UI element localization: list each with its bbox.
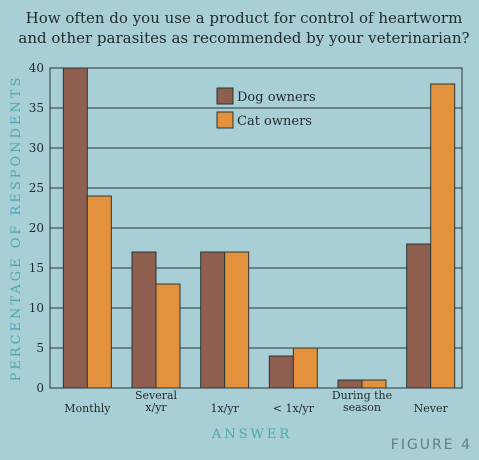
y-tick-label: 35 — [29, 101, 44, 115]
y-tick-label: 10 — [29, 301, 44, 315]
gridlines — [50, 67, 462, 389]
y-axis-label: PERCENTAGE OF RESPONDENTS — [9, 75, 24, 382]
legend-swatch — [216, 87, 234, 105]
x-category-label: Several — [135, 389, 178, 402]
y-tick-label: 15 — [29, 261, 44, 275]
bar-cat-1 — [155, 283, 181, 389]
legend-swatch — [216, 111, 234, 129]
x-category-label: 1x/yr — [210, 402, 239, 415]
legend-label: Dog owners — [237, 90, 316, 105]
y-tick-label: 20 — [29, 221, 44, 235]
bar-dog-2 — [200, 251, 226, 389]
bar-cat-3 — [292, 347, 318, 389]
y-tick-label: 40 — [29, 61, 44, 75]
bar-dog-4 — [337, 379, 363, 389]
bar-cat-5 — [430, 83, 456, 389]
x-category-label: Never — [414, 402, 449, 415]
chart-title: How often do you use a product for contr… — [18, 9, 469, 47]
bar-dog-0 — [62, 67, 88, 389]
x-category-label: x/yr — [145, 401, 167, 414]
bar-cat-2 — [224, 251, 250, 389]
y-axis-ticks: 0 5 10 15 20 25 30 35 40 — [29, 61, 44, 395]
legend: Dog owners Cat owners — [216, 87, 316, 129]
x-axis-label: ANSWER — [211, 427, 292, 442]
bar-cat-0 — [86, 195, 112, 389]
bar-dog-3 — [268, 355, 294, 389]
y-tick-label: 25 — [29, 181, 44, 195]
x-category-label: Monthly — [64, 402, 111, 415]
x-category-label: < 1x/yr — [273, 402, 315, 415]
y-tick-label: 0 — [36, 381, 44, 395]
title-line: How often do you use a product for contr… — [26, 9, 463, 27]
bars — [62, 67, 456, 389]
x-category-label: During the — [332, 389, 392, 402]
bar-cat-4 — [361, 379, 387, 389]
bar-dog-5 — [406, 243, 432, 389]
x-category-label: season — [343, 401, 381, 414]
y-tick-label: 5 — [36, 341, 44, 355]
title-line: and other parasites as recommended by yo… — [18, 29, 469, 47]
figure-label: FIGURE 4 — [391, 437, 472, 453]
legend-label: Cat owners — [237, 114, 312, 129]
bar-dog-1 — [131, 251, 157, 389]
y-tick-label: 30 — [29, 141, 44, 155]
